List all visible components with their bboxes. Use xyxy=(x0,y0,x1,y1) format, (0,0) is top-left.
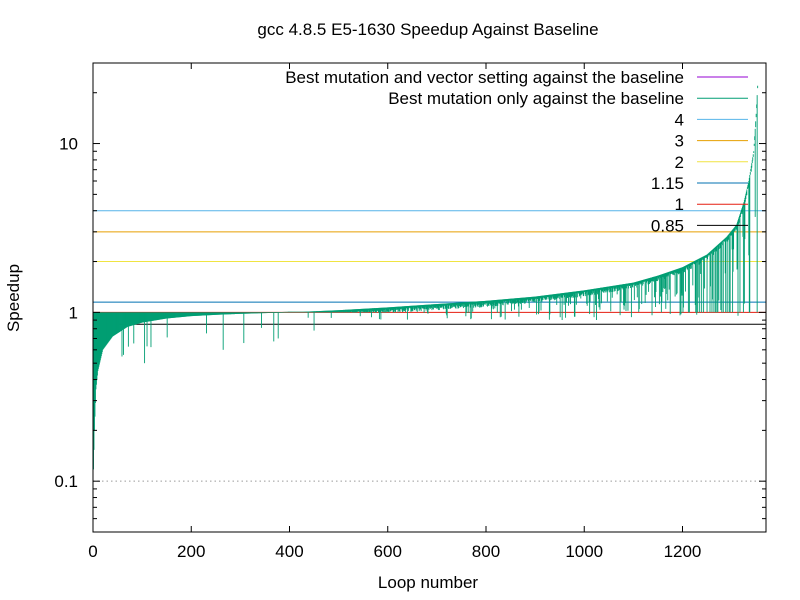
speedup-impulses xyxy=(92,85,759,489)
plot-frame xyxy=(92,62,767,533)
y-tick-label: 0.1 xyxy=(54,472,78,491)
legend-entry: Best mutation and vector setting against… xyxy=(285,68,748,87)
legend-label: 3 xyxy=(675,132,684,151)
y-tick-label: 10 xyxy=(59,135,78,154)
x-tick-label: 0 xyxy=(88,542,97,561)
legend-entry: 4 xyxy=(675,110,748,129)
legend-label: 2 xyxy=(675,153,684,172)
x-tick-label: 1000 xyxy=(565,542,603,561)
legend-entry: 2 xyxy=(675,153,748,172)
legend: Best mutation and vector setting against… xyxy=(285,68,748,235)
legend-label: 1 xyxy=(675,195,684,214)
legend-entry: 3 xyxy=(675,132,748,151)
legend-label: Best mutation only against the baseline xyxy=(388,89,684,108)
legend-entry: 0.85 xyxy=(651,216,748,235)
chart-title: gcc 4.8.5 E5-1630 Speedup Against Baseli… xyxy=(257,20,598,39)
axes: 0 200 400 600 800 1000 1200 0.1 1 10 xyxy=(54,62,767,561)
x-axis-label: Loop number xyxy=(378,573,479,592)
x-tick-label: 400 xyxy=(275,542,303,561)
legend-label: Best mutation and vector setting against… xyxy=(285,68,684,87)
legend-entry: 1.15 xyxy=(651,174,748,193)
y-axis-label: Speedup xyxy=(4,264,23,332)
legend-label: 0.85 xyxy=(651,216,684,235)
x-tick-label: 200 xyxy=(177,542,205,561)
legend-label: 4 xyxy=(675,110,684,129)
legend-label: 1.15 xyxy=(651,174,684,193)
legend-entry: Best mutation only against the baseline xyxy=(388,89,748,108)
x-tick-label: 600 xyxy=(374,542,402,561)
legend-entry: 1 xyxy=(675,195,748,214)
y-tick-label: 1 xyxy=(69,303,78,322)
x-tick-label: 1200 xyxy=(664,542,702,561)
x-tick-label: 800 xyxy=(472,542,500,561)
